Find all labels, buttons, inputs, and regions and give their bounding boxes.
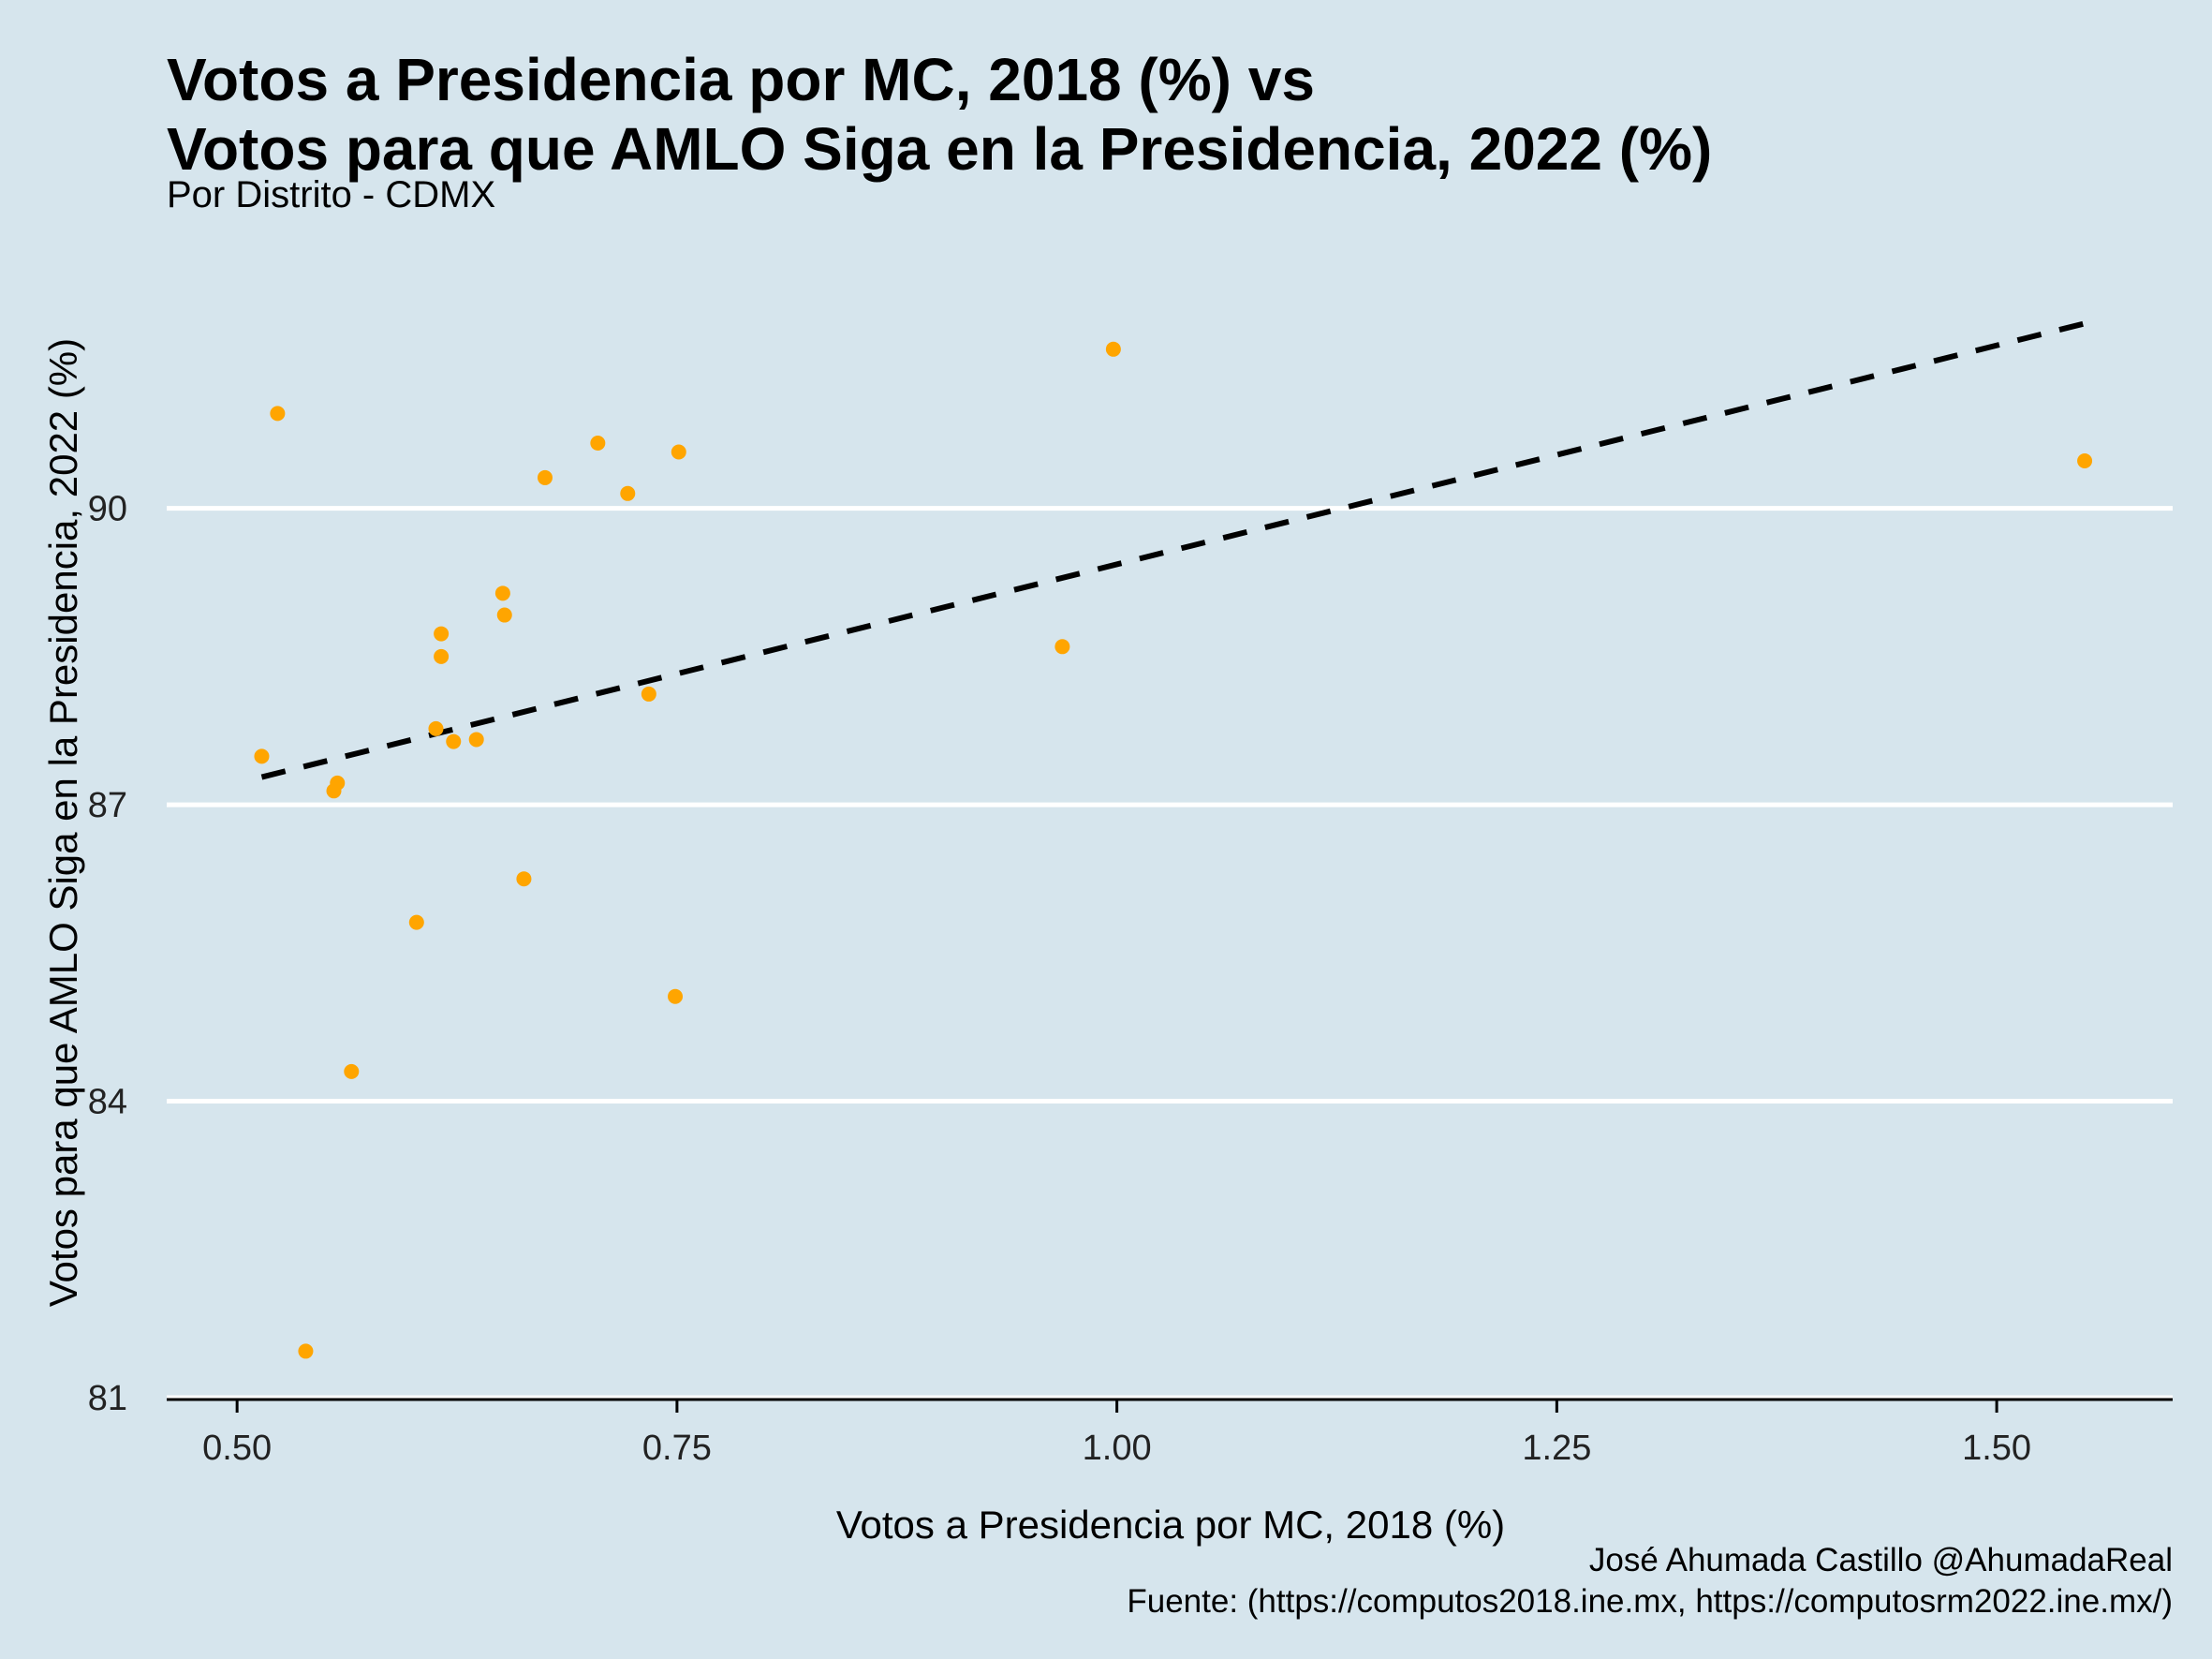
x-tick-label-0.75: 0.75: [642, 1429, 712, 1468]
data-point-15: [516, 871, 532, 887]
grid-lines: [167, 506, 2173, 1400]
data-point-8: [428, 720, 444, 736]
data-point-18: [620, 485, 636, 501]
chart-title-line-2: Votos para que AMLO Siga en la Presidenc…: [167, 115, 1713, 183]
trend-line-group: [260, 320, 2086, 780]
x-tick-label-1.00: 1.00: [1083, 1429, 1152, 1468]
data-point-22: [1054, 639, 1070, 655]
y-tick-label-87: 87: [88, 786, 127, 825]
data-point-14: [496, 607, 512, 623]
data-point-23: [1105, 341, 1121, 357]
y-axis-label: Votos para que AMLO Siga en la Presidenc…: [41, 337, 85, 1308]
data-point-2: [270, 406, 286, 422]
y-tick-label-84: 84: [88, 1083, 127, 1122]
data-point-13: [494, 585, 510, 601]
chart-subtitle: Por Distrito - CDMX: [167, 174, 496, 215]
x-tick-label-1.25: 1.25: [1522, 1429, 1591, 1468]
data-point-21: [671, 444, 686, 460]
data-point-6: [344, 1063, 360, 1079]
data-point-11: [446, 733, 462, 749]
data-point-7: [408, 914, 424, 930]
x-tick-label-0.50: 0.50: [202, 1429, 272, 1468]
data-point-3: [298, 1343, 314, 1359]
caption-author: José Ahumada Castillo @AhumadaReal: [1588, 1542, 2173, 1578]
caption-source: Fuente: (https://computos2018.ine.mx, ht…: [1127, 1583, 2173, 1620]
y-tick-label-90: 90: [88, 490, 127, 529]
data-point-10: [434, 648, 450, 664]
data-point-24: [2077, 452, 2093, 468]
data-point-19: [641, 686, 656, 702]
x-axis-label: Votos a Presidencia por MC, 2018 (%): [835, 1503, 1506, 1547]
chart-title: Votos a Presidencia por MC, 2018 (%) vs …: [167, 45, 1712, 184]
data-point-17: [590, 435, 606, 451]
tick-labels: 81 84 87 90 0.50 0.75 1.00 1.25 1.50: [88, 490, 2031, 1468]
data-point-5: [330, 775, 346, 791]
trend-line: [260, 320, 2086, 780]
y-tick-label-81: 81: [88, 1379, 127, 1418]
data-point-1: [254, 748, 270, 764]
data-point-16: [537, 469, 553, 485]
chart-caption: José Ahumada Castillo @AhumadaReal Fuent…: [1127, 1540, 2173, 1622]
data-points: [254, 341, 2093, 1359]
data-point-9: [434, 626, 450, 642]
data-point-20: [668, 988, 684, 1004]
data-point-12: [468, 732, 484, 748]
chart-title-line-1: Votos a Presidencia por MC, 2018 (%) vs: [167, 46, 1315, 113]
x-axis: [167, 1398, 2173, 1413]
x-tick-label-1.50: 1.50: [1962, 1429, 2031, 1468]
